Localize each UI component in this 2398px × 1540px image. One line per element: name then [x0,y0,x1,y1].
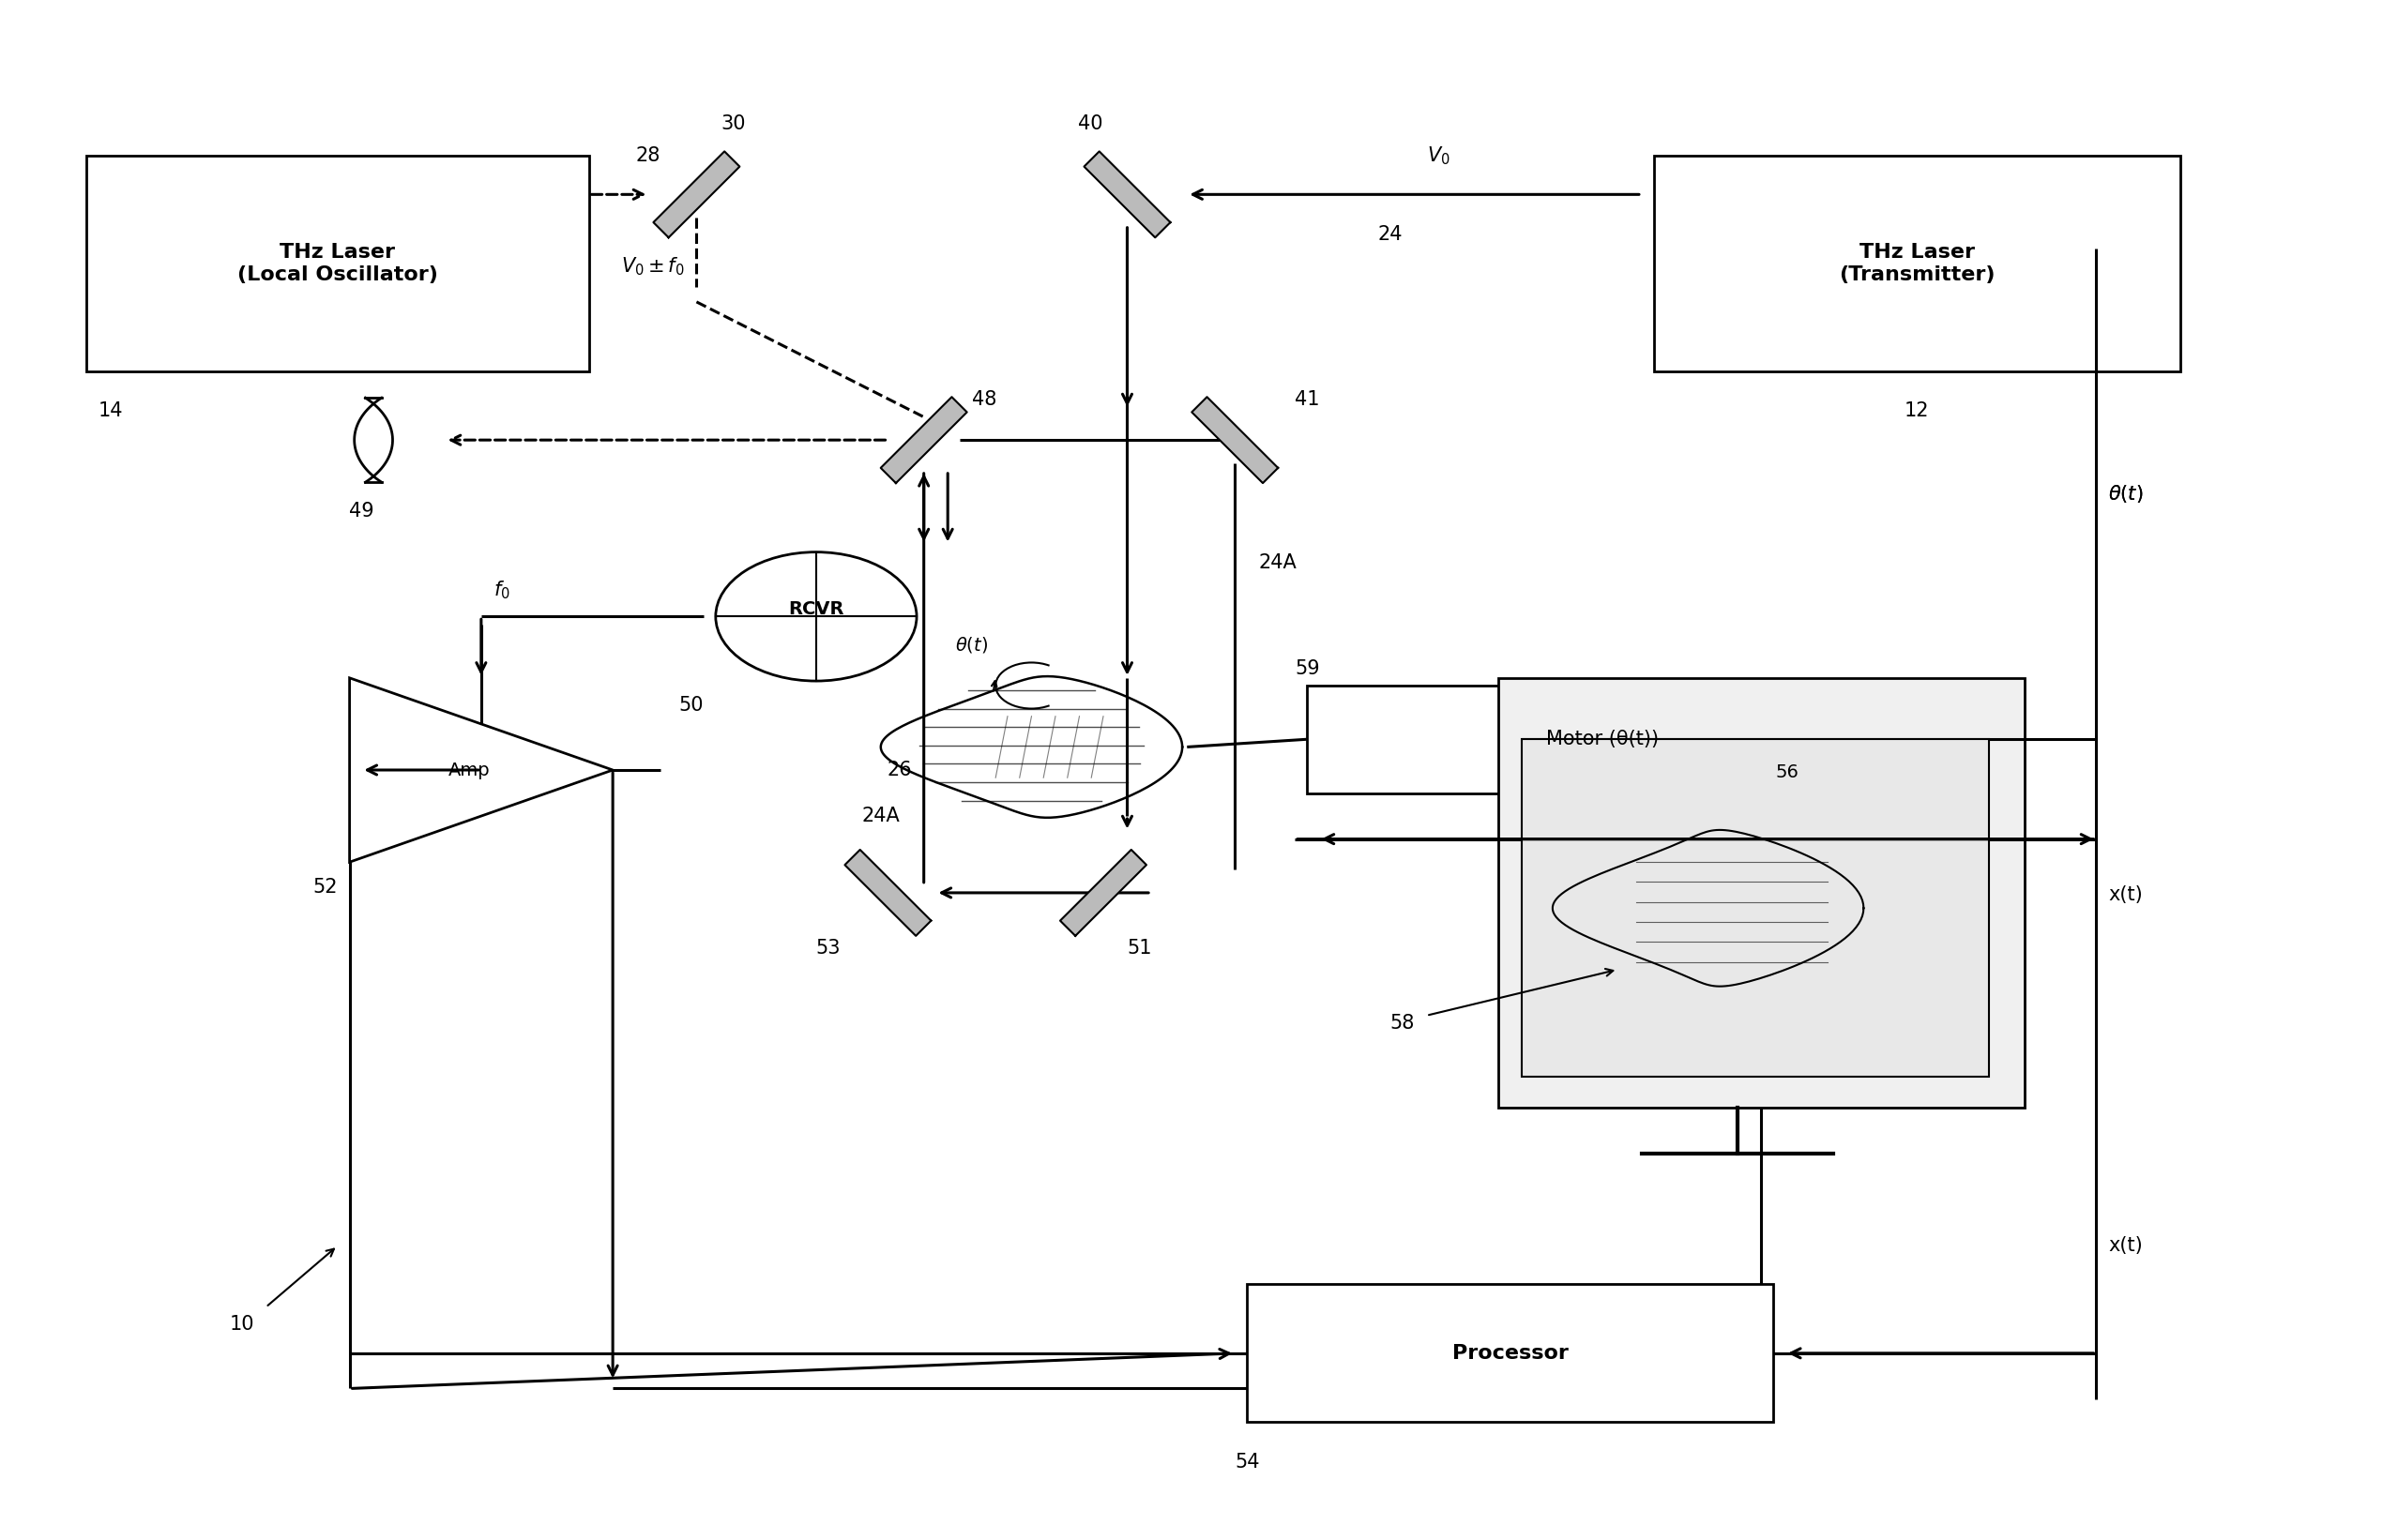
Text: x(t): x(t) [2108,886,2144,904]
Text: $f_0$: $f_0$ [494,579,511,601]
Text: x(t): x(t) [2108,1237,2144,1255]
Text: 54: 54 [1235,1452,1259,1472]
Polygon shape [350,678,614,862]
Text: Amp: Amp [448,761,489,779]
Bar [1247,1284,1772,1423]
Bar [1307,685,1523,793]
Text: 24A: 24A [861,807,899,825]
Text: THz Laser
(Local Oscillator): THz Laser (Local Oscillator) [237,243,439,283]
Polygon shape [1060,850,1146,936]
Polygon shape [1192,397,1278,484]
Text: 58: 58 [1388,1013,1415,1033]
Text: 52: 52 [312,878,338,896]
Text: 40: 40 [1079,114,1103,132]
Text: 14: 14 [98,402,122,420]
Polygon shape [844,850,930,936]
Text: Motor (θ(t)): Motor (θ(t)) [1547,730,1659,748]
Text: 41: 41 [1295,391,1319,410]
Text: 53: 53 [815,939,839,958]
Text: $V_0$: $V_0$ [1427,145,1451,166]
Text: 56: 56 [1777,764,1798,781]
Bar [1499,678,2024,1107]
Bar [1655,156,2180,371]
Text: 59: 59 [1295,659,1319,678]
Text: 12: 12 [1904,402,1930,420]
Polygon shape [652,151,739,237]
Text: 26: 26 [887,761,911,779]
Text: $\theta(t)$: $\theta(t)$ [954,634,988,654]
Text: Processor: Processor [1451,1344,1568,1363]
Text: 28: 28 [635,146,659,165]
Circle shape [715,551,916,681]
Text: 10: 10 [230,1315,254,1334]
Text: 48: 48 [971,391,998,410]
Text: THz Laser
(Transmitter): THz Laser (Transmitter) [1839,243,1995,283]
Text: $\theta(t)$: $\theta(t)$ [2108,484,2144,505]
Bar [86,156,590,371]
Text: 24: 24 [1379,225,1403,243]
Text: RCVR: RCVR [789,601,844,618]
Text: 24A: 24A [1259,553,1297,573]
Text: $\theta(t)$: $\theta(t)$ [2108,484,2144,505]
Polygon shape [1084,151,1170,237]
Text: 30: 30 [719,114,746,132]
Text: 50: 50 [679,696,703,715]
Text: 49: 49 [350,502,374,521]
Text: 51: 51 [1127,939,1151,958]
Text: x(t): x(t) [1679,805,1712,824]
Text: $V_0 \pm f_0$: $V_0 \pm f_0$ [621,256,683,279]
Polygon shape [880,397,966,484]
Bar [1523,739,1988,1076]
